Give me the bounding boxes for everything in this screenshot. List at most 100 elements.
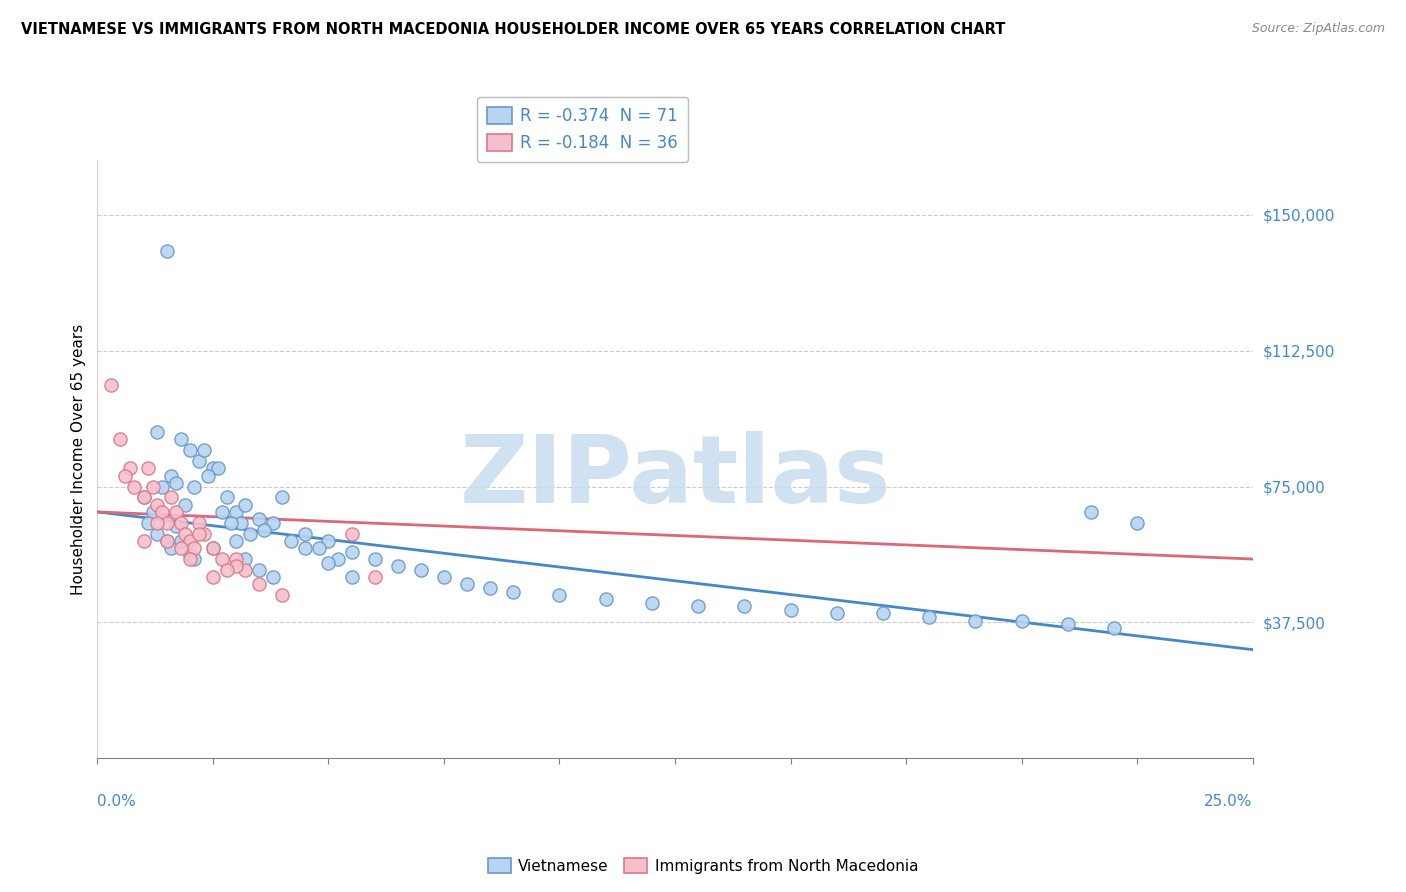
Point — [179, 549, 201, 563]
Point — [165, 475, 187, 490]
Point — [156, 244, 179, 258]
Point — [247, 512, 270, 526]
Point — [502, 584, 524, 599]
Point — [872, 607, 894, 621]
Point — [688, 599, 710, 614]
Point — [150, 505, 173, 519]
Point — [179, 533, 201, 548]
Point — [918, 610, 941, 624]
Point — [340, 526, 363, 541]
Point — [201, 570, 224, 584]
Text: ZIPatlas: ZIPatlas — [460, 432, 890, 524]
Point — [318, 556, 340, 570]
Text: 25.0%: 25.0% — [1205, 794, 1253, 809]
Point — [456, 577, 478, 591]
Point — [150, 479, 173, 493]
Point — [340, 545, 363, 559]
Point — [156, 516, 179, 530]
Point — [1056, 617, 1078, 632]
Point — [160, 541, 183, 556]
Point — [318, 533, 340, 548]
Point — [201, 541, 224, 556]
Point — [156, 533, 179, 548]
Point — [215, 491, 238, 505]
Point — [239, 526, 262, 541]
Point — [146, 425, 169, 440]
Point — [340, 570, 363, 584]
Point — [271, 491, 294, 505]
Point — [211, 552, 233, 566]
Point — [825, 607, 848, 621]
Point — [118, 461, 141, 475]
Point — [193, 526, 215, 541]
Y-axis label: Householder Income Over 65 years: Householder Income Over 65 years — [72, 324, 86, 595]
Point — [160, 468, 183, 483]
Point — [169, 516, 191, 530]
Point — [183, 479, 205, 493]
Point — [225, 559, 247, 574]
Point — [363, 570, 385, 584]
Point — [193, 443, 215, 458]
Point — [142, 505, 165, 519]
Point — [142, 479, 165, 493]
Point — [779, 603, 801, 617]
Point — [160, 491, 183, 505]
Point — [146, 526, 169, 541]
Point — [188, 454, 211, 468]
Point — [179, 552, 201, 566]
Point — [479, 581, 502, 595]
Point — [132, 533, 155, 548]
Point — [225, 505, 247, 519]
Point — [179, 443, 201, 458]
Point — [595, 591, 617, 606]
Point — [165, 505, 187, 519]
Point — [233, 552, 256, 566]
Point — [165, 519, 187, 533]
Point — [136, 461, 159, 475]
Point — [247, 563, 270, 577]
Point — [211, 505, 233, 519]
Point — [233, 498, 256, 512]
Point — [132, 491, 155, 505]
Point — [215, 563, 238, 577]
Point — [174, 526, 197, 541]
Point — [188, 526, 211, 541]
Point — [641, 595, 664, 609]
Point — [188, 516, 211, 530]
Point — [221, 516, 243, 530]
Text: VIETNAMESE VS IMMIGRANTS FROM NORTH MACEDONIA HOUSEHOLDER INCOME OVER 65 YEARS C: VIETNAMESE VS IMMIGRANTS FROM NORTH MACE… — [21, 22, 1005, 37]
Point — [174, 498, 197, 512]
Point — [201, 541, 224, 556]
Point — [326, 552, 349, 566]
Point — [132, 491, 155, 505]
Point — [114, 468, 136, 483]
Point — [1080, 505, 1102, 519]
Point — [253, 523, 276, 537]
Point — [262, 570, 284, 584]
Point — [197, 468, 219, 483]
Point — [271, 588, 294, 602]
Point — [100, 378, 122, 392]
Point — [110, 433, 132, 447]
Point — [146, 498, 169, 512]
Legend: R = -0.374  N = 71, R = -0.184  N = 36: R = -0.374 N = 71, R = -0.184 N = 36 — [477, 97, 688, 161]
Point — [225, 533, 247, 548]
Point — [225, 552, 247, 566]
Point — [156, 533, 179, 548]
Point — [733, 599, 755, 614]
Point — [169, 433, 191, 447]
Point — [548, 588, 571, 602]
Point — [233, 563, 256, 577]
Point — [262, 516, 284, 530]
Point — [229, 516, 252, 530]
Point — [409, 563, 432, 577]
Point — [169, 533, 191, 548]
Point — [136, 516, 159, 530]
Text: Source: ZipAtlas.com: Source: ZipAtlas.com — [1251, 22, 1385, 36]
Point — [146, 516, 169, 530]
Point — [308, 541, 330, 556]
Point — [1102, 621, 1125, 635]
Point — [201, 461, 224, 475]
Point — [183, 552, 205, 566]
Point — [183, 541, 205, 556]
